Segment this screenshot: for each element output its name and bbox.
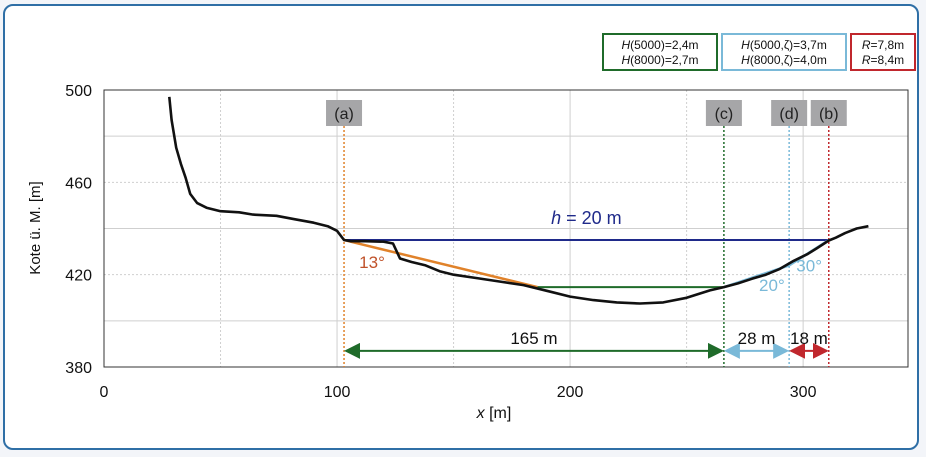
plot-area: (a) (c) (d) (b) h = 20 m 13° 20° 30° 165 m 28 m 18… <box>168 96 869 367</box>
legend-text: H(8000)=2,7m <box>621 53 698 67</box>
marker-box <box>771 100 808 126</box>
legend-text: H(5000)=2,4m <box>621 38 698 52</box>
legend-box <box>602 33 718 71</box>
y-tick-label: 500 <box>65 83 92 100</box>
dimension-label: 18 m <box>790 329 828 348</box>
plot-border <box>103 89 909 368</box>
y-tick-label: 420 <box>65 268 92 285</box>
terrain-profile <box>168 96 869 305</box>
slope-30-label: 30° <box>796 256 822 275</box>
x-tick-label: 300 <box>790 384 817 401</box>
x-axis-label: x [m] <box>476 405 512 422</box>
marker-label: (c) <box>715 106 734 123</box>
x-tick-label: 100 <box>324 384 351 401</box>
x-tick-label: 0 <box>100 384 109 401</box>
axes: 380 420 460 500 0 100 200 300 <box>65 83 909 401</box>
legend-text: R=7,8m <box>862 38 904 52</box>
legend-text: R=8,4m <box>862 53 904 67</box>
grid <box>104 89 908 368</box>
figure-frame <box>3 4 919 450</box>
y-tick-label: 460 <box>65 175 92 192</box>
marker-label: (a) <box>334 106 354 123</box>
legend-box <box>721 33 847 71</box>
marker-box <box>326 100 363 126</box>
legend-text: H(5000,ζ)=3,7m <box>741 38 827 52</box>
legend-box <box>850 33 916 71</box>
slope-20-label: 20° <box>759 276 785 295</box>
marker-box <box>705 100 742 126</box>
water-level-label: h = 20 m <box>551 208 622 228</box>
slope-13-label: 13° <box>359 253 385 272</box>
x-tick-label: 200 <box>557 384 584 401</box>
slope-13-line <box>343 238 538 289</box>
marker-label: (b) <box>819 106 839 123</box>
legend: H(5000)=2,4mH(8000)=2,7m H(5000,ζ)=3,7mH(… <box>602 33 916 71</box>
legend-text: H(8000,ζ)=4,0m <box>741 53 827 67</box>
y-tick-label: 380 <box>65 360 92 377</box>
marker-box <box>810 100 847 126</box>
y-axis-label: Kote ü. M. [m] <box>27 181 44 274</box>
marker-label: (d) <box>779 106 799 123</box>
dimension-label: 165 m <box>510 329 557 348</box>
dimension-label: 28 m <box>738 329 776 348</box>
